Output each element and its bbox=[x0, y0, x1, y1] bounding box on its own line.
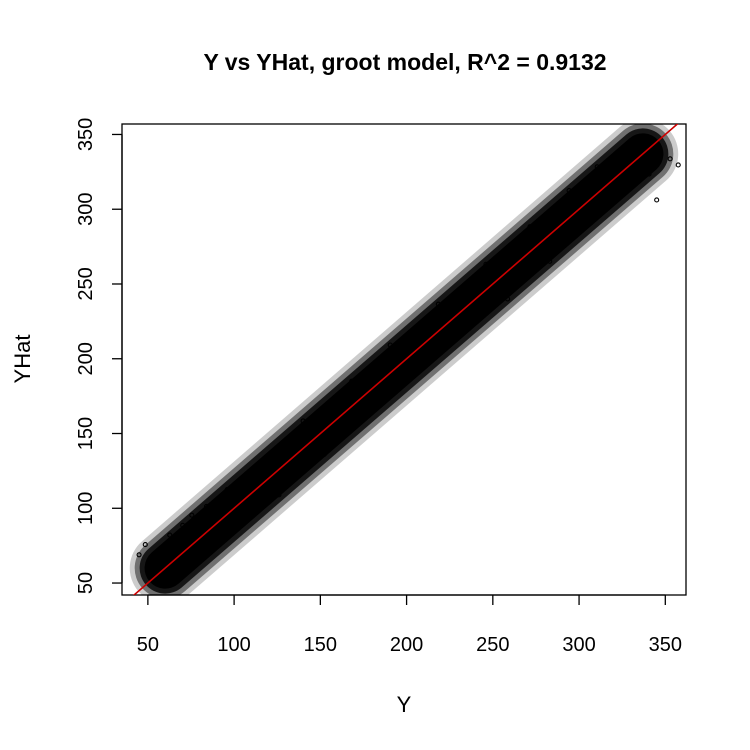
x-tick-label: 150 bbox=[304, 634, 337, 656]
data-point bbox=[136, 552, 142, 558]
data-point bbox=[387, 342, 393, 348]
reference-line bbox=[132, 124, 679, 595]
y-axis: 50 100 150 200 250 300 350 bbox=[75, 118, 123, 594]
x-tick-label: 100 bbox=[217, 634, 250, 656]
data-point bbox=[457, 333, 463, 339]
y-tick-label: 150 bbox=[75, 417, 97, 450]
data-point bbox=[594, 164, 600, 170]
data-point bbox=[194, 541, 200, 547]
y-tick-label: 200 bbox=[75, 342, 97, 375]
data-point bbox=[527, 224, 533, 230]
data-point bbox=[154, 550, 160, 556]
x-tick-label: 50 bbox=[137, 634, 159, 656]
x-tick-label: 300 bbox=[562, 634, 595, 656]
data-point bbox=[180, 522, 186, 528]
data-point bbox=[239, 508, 245, 514]
data-point bbox=[167, 532, 173, 538]
data-point bbox=[321, 451, 327, 457]
data-point bbox=[637, 138, 643, 145]
data-point bbox=[163, 569, 169, 575]
y-tick-label: 250 bbox=[75, 267, 97, 300]
data-point bbox=[262, 456, 268, 463]
data-point bbox=[224, 487, 230, 493]
data-point bbox=[349, 378, 355, 384]
data-point bbox=[276, 492, 282, 498]
y-tick-label: 50 bbox=[75, 572, 97, 594]
data-point bbox=[189, 512, 195, 518]
data-point bbox=[435, 301, 441, 307]
data-point bbox=[183, 558, 189, 564]
data-point bbox=[211, 532, 217, 538]
data-point bbox=[300, 418, 306, 424]
data-point bbox=[409, 372, 415, 379]
data-point bbox=[614, 150, 620, 156]
data-points bbox=[136, 138, 681, 575]
y-axis-label: YHat bbox=[10, 335, 35, 384]
y-tick-label: 100 bbox=[75, 492, 97, 525]
data-point bbox=[362, 415, 368, 421]
x-axis: 50 100 150 200 250 300 350 bbox=[137, 594, 682, 656]
y-tick-label: 350 bbox=[75, 118, 97, 151]
data-point bbox=[667, 156, 673, 162]
data-point bbox=[142, 542, 148, 548]
data-point bbox=[579, 223, 586, 229]
data-point bbox=[203, 503, 210, 510]
data-point bbox=[675, 162, 681, 168]
data-point bbox=[159, 556, 165, 562]
data-point bbox=[547, 258, 553, 264]
data-point bbox=[625, 179, 631, 185]
x-axis-label: Y bbox=[397, 692, 412, 717]
chart-title: Y vs YHat, groot model, R^2 = 0.9132 bbox=[203, 49, 606, 75]
data-point bbox=[646, 171, 652, 177]
x-tick-label: 200 bbox=[390, 634, 423, 656]
data-point bbox=[483, 261, 489, 267]
data-point bbox=[566, 187, 572, 194]
x-tick-label: 250 bbox=[476, 634, 509, 656]
data-point bbox=[505, 296, 511, 302]
x-tick-label: 350 bbox=[649, 634, 682, 656]
y-tick-label: 300 bbox=[75, 193, 97, 226]
data-point bbox=[606, 198, 612, 204]
data-point bbox=[148, 561, 154, 568]
data-point bbox=[173, 548, 179, 554]
data-point bbox=[654, 197, 660, 203]
